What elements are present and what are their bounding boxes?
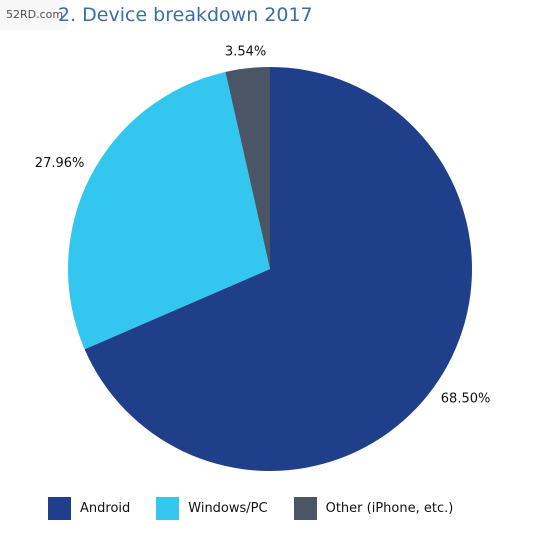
pie-slice-windows-pc <box>68 71 271 350</box>
legend-swatch-windows-pc <box>156 497 180 520</box>
legend: Android Windows/PC Other (iPhone, etc.) <box>48 497 479 520</box>
pie-slice-android <box>84 67 473 471</box>
pie-slice-other <box>225 67 270 269</box>
watermark: 52RD.com <box>0 0 66 30</box>
chart-title: 2. Device breakdown 2017 <box>58 4 313 26</box>
data-label-windows-pc: 27.96% <box>35 156 85 171</box>
legend-item-other: Other (iPhone, etc.) <box>293 497 454 520</box>
legend-label-other: Other (iPhone, etc.) <box>325 501 454 516</box>
legend-item-windows-pc: Windows/PC <box>156 497 268 520</box>
legend-swatch-android <box>48 497 71 520</box>
legend-label-android: Android <box>80 501 131 516</box>
pie-chart: 68.50% 27.96% 3.54% <box>35 44 491 471</box>
legend-swatch-other <box>293 497 317 520</box>
legend-label-windows-pc: Windows/PC <box>188 501 268 516</box>
legend-item-android: Android <box>48 497 130 520</box>
data-label-other: 3.54% <box>225 44 266 59</box>
data-label-android: 68.50% <box>441 391 491 406</box>
